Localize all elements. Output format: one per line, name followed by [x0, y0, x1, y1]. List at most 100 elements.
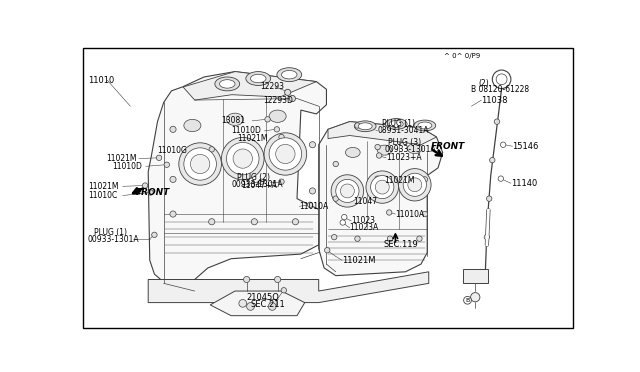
Text: PLUG (3): PLUG (3) — [388, 138, 422, 147]
Polygon shape — [148, 71, 326, 289]
Circle shape — [252, 219, 257, 225]
Circle shape — [259, 179, 264, 185]
Text: 11023A: 11023A — [349, 224, 379, 232]
Circle shape — [156, 155, 162, 161]
Circle shape — [307, 202, 313, 208]
Ellipse shape — [414, 120, 436, 131]
Circle shape — [492, 70, 511, 89]
Circle shape — [246, 302, 254, 310]
Circle shape — [239, 299, 246, 307]
Text: 21045Q: 21045Q — [246, 294, 280, 302]
Text: PLUG (2): PLUG (2) — [237, 173, 269, 182]
Text: 11021M: 11021M — [106, 154, 137, 163]
Ellipse shape — [408, 178, 422, 192]
Circle shape — [292, 219, 298, 225]
Circle shape — [422, 211, 428, 217]
Circle shape — [265, 117, 270, 122]
Ellipse shape — [282, 70, 297, 79]
Text: 08931-3041A: 08931-3041A — [378, 126, 429, 135]
Circle shape — [496, 74, 507, 85]
Circle shape — [270, 299, 278, 307]
Ellipse shape — [385, 119, 407, 129]
Text: 11023+A: 11023+A — [386, 153, 422, 162]
Ellipse shape — [403, 173, 426, 196]
Text: SEC.119: SEC.119 — [384, 240, 419, 249]
Text: 00933-1301A: 00933-1301A — [88, 235, 140, 244]
Ellipse shape — [408, 144, 422, 154]
Ellipse shape — [418, 122, 432, 129]
Circle shape — [340, 220, 346, 225]
Ellipse shape — [366, 171, 399, 203]
Polygon shape — [328, 122, 436, 145]
Ellipse shape — [269, 110, 286, 122]
Ellipse shape — [233, 149, 252, 168]
Ellipse shape — [276, 144, 295, 164]
Ellipse shape — [215, 77, 239, 91]
Text: 15146: 15146 — [513, 142, 539, 151]
Text: 11021M: 11021M — [384, 176, 414, 185]
Circle shape — [470, 293, 480, 302]
Ellipse shape — [277, 68, 301, 81]
Circle shape — [333, 196, 339, 201]
Text: 00933-1301A: 00933-1301A — [385, 145, 436, 154]
Polygon shape — [148, 272, 429, 302]
Ellipse shape — [355, 121, 376, 132]
Circle shape — [422, 177, 428, 182]
Ellipse shape — [375, 180, 389, 194]
Circle shape — [387, 210, 392, 215]
Ellipse shape — [377, 145, 392, 155]
Text: 11010G: 11010G — [157, 147, 188, 155]
Circle shape — [170, 126, 176, 132]
Circle shape — [170, 211, 176, 217]
Text: FRONT: FRONT — [431, 142, 465, 151]
Ellipse shape — [246, 71, 271, 86]
Text: 11047+A: 11047+A — [241, 181, 277, 190]
Circle shape — [376, 153, 382, 158]
Circle shape — [333, 161, 339, 167]
Circle shape — [285, 89, 291, 96]
Circle shape — [209, 147, 214, 152]
Ellipse shape — [250, 74, 266, 83]
Circle shape — [484, 234, 490, 240]
Circle shape — [279, 179, 284, 185]
Circle shape — [289, 96, 296, 102]
Ellipse shape — [389, 121, 403, 128]
Circle shape — [355, 236, 360, 241]
Ellipse shape — [371, 176, 394, 199]
Circle shape — [332, 234, 337, 240]
Ellipse shape — [336, 179, 359, 202]
Ellipse shape — [184, 119, 201, 132]
Circle shape — [498, 176, 504, 181]
Polygon shape — [319, 122, 443, 276]
Text: B 08120-61228: B 08120-61228 — [470, 85, 529, 94]
Bar — [463, 269, 488, 283]
Circle shape — [142, 183, 148, 188]
Text: PLUG (1): PLUG (1) — [382, 119, 415, 128]
Ellipse shape — [340, 184, 355, 198]
Circle shape — [324, 247, 330, 253]
Text: PLUG (1): PLUG (1) — [94, 228, 127, 237]
Polygon shape — [210, 291, 305, 316]
Circle shape — [500, 142, 506, 147]
Ellipse shape — [227, 113, 244, 125]
Ellipse shape — [221, 137, 264, 180]
Ellipse shape — [220, 80, 235, 88]
Text: 11021M: 11021M — [237, 134, 268, 143]
Text: B: B — [465, 298, 469, 303]
Text: SEC.211: SEC.211 — [250, 301, 285, 310]
Circle shape — [494, 119, 500, 124]
Text: 12293: 12293 — [260, 83, 285, 92]
Circle shape — [209, 219, 215, 225]
Text: 11010A: 11010A — [300, 202, 328, 211]
Text: 11010C: 11010C — [88, 191, 117, 200]
Circle shape — [417, 236, 422, 241]
Circle shape — [309, 188, 316, 194]
Circle shape — [274, 126, 280, 132]
Text: 11021M: 11021M — [342, 256, 376, 265]
Text: 13081: 13081 — [221, 116, 245, 125]
Ellipse shape — [269, 138, 301, 170]
Text: 11023: 11023 — [351, 217, 375, 225]
Circle shape — [375, 144, 380, 150]
Text: 11010D: 11010D — [231, 126, 261, 135]
Circle shape — [275, 276, 281, 283]
